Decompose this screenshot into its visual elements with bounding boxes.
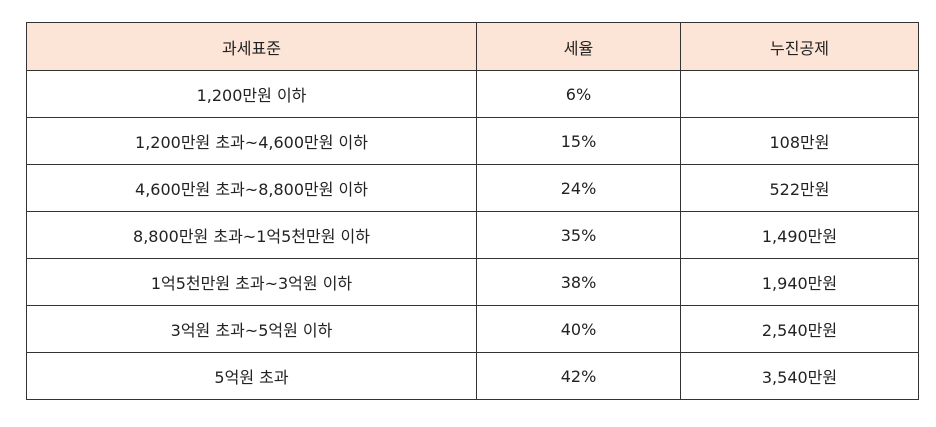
cell-progressive-deduction: 3,540만원 xyxy=(680,352,919,400)
cell-tax-base: 8,800만원 초과~1억5천만원 이하 xyxy=(26,211,477,259)
tax-rate-table-container: 과세표준 세율 누진공제 1,200만원 이하 6% 1,200만원 초과~4,… xyxy=(26,22,919,400)
cell-tax-base: 5억원 초과 xyxy=(26,352,477,400)
cell-tax-rate: 24% xyxy=(476,164,681,212)
cell-tax-base: 1,200만원 이하 xyxy=(26,70,477,118)
tax-rate-table: 과세표준 세율 누진공제 1,200만원 이하 6% 1,200만원 초과~4,… xyxy=(26,22,919,400)
cell-tax-base: 4,600만원 초과~8,800만원 이하 xyxy=(26,164,477,212)
table-row: 8,800만원 초과~1억5천만원 이하 35% 1,490만원 xyxy=(26,211,919,259)
cell-tax-base: 1,200만원 초과~4,600만원 이하 xyxy=(26,117,477,165)
cell-progressive-deduction: 1,940만원 xyxy=(680,258,919,306)
cell-tax-rate: 15% xyxy=(476,117,681,165)
cell-progressive-deduction: 2,540만원 xyxy=(680,305,919,353)
table-row: 1,200만원 초과~4,600만원 이하 15% 108만원 xyxy=(26,117,919,165)
table-row: 1억5천만원 초과~3억원 이하 38% 1,940만원 xyxy=(26,258,919,306)
cell-tax-rate: 35% xyxy=(476,211,681,259)
cell-progressive-deduction: 108만원 xyxy=(680,117,919,165)
header-row: 과세표준 세율 누진공제 xyxy=(26,22,919,71)
cell-tax-base: 3억원 초과~5억원 이하 xyxy=(26,305,477,353)
cell-tax-rate: 40% xyxy=(476,305,681,353)
cell-progressive-deduction xyxy=(680,70,919,118)
table-row: 4,600만원 초과~8,800만원 이하 24% 522만원 xyxy=(26,164,919,212)
cell-progressive-deduction: 522만원 xyxy=(680,164,919,212)
table-row: 1,200만원 이하 6% xyxy=(26,70,919,118)
cell-tax-base: 1억5천만원 초과~3억원 이하 xyxy=(26,258,477,306)
table-row: 5억원 초과 42% 3,540만원 xyxy=(26,352,919,400)
table-row: 3억원 초과~5억원 이하 40% 2,540만원 xyxy=(26,305,919,353)
cell-tax-rate: 6% xyxy=(476,70,681,118)
header-tax-rate: 세율 xyxy=(476,22,681,71)
cell-progressive-deduction: 1,490만원 xyxy=(680,211,919,259)
cell-tax-rate: 38% xyxy=(476,258,681,306)
header-progressive-deduction: 누진공제 xyxy=(680,22,919,71)
cell-tax-rate: 42% xyxy=(476,352,681,400)
header-tax-base: 과세표준 xyxy=(26,22,477,71)
